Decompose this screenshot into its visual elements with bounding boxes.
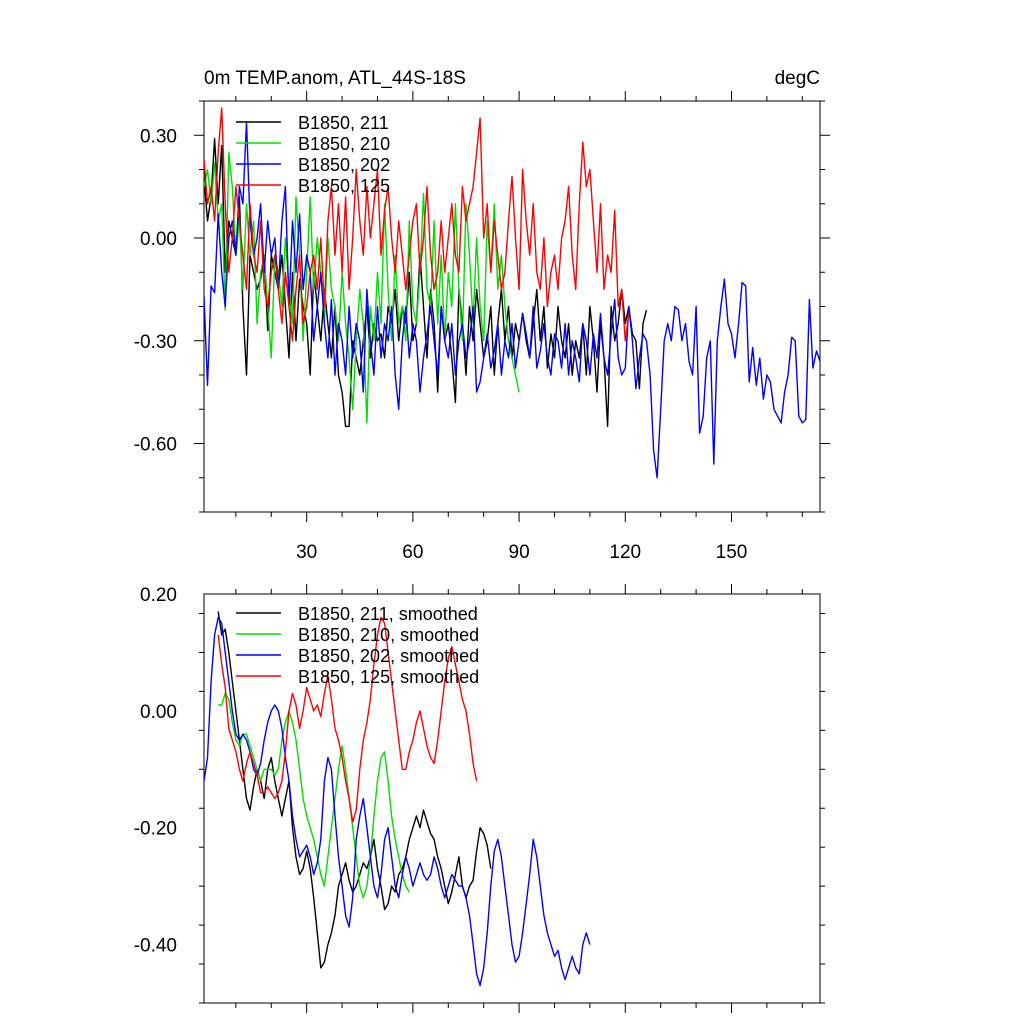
y-tick-label: -0.20 <box>134 819 177 840</box>
plot-frame <box>203 100 821 513</box>
y-tick-label: -0.30 <box>134 332 177 353</box>
legend-label: B1850, 210, smoothed <box>298 625 479 645</box>
legend-label: B1850, 210 <box>298 134 390 154</box>
series-line <box>217 616 478 823</box>
x-tick-label: 60 <box>402 542 423 563</box>
y-tick-label: -0.60 <box>134 435 177 456</box>
series-line <box>218 692 410 899</box>
series-line <box>217 611 492 969</box>
y-tick-label: 0.20 <box>140 585 177 606</box>
x-tick-label: 120 <box>609 542 641 563</box>
x-tick-label: 30 <box>296 542 317 563</box>
y-tick-label: 0.30 <box>140 126 177 147</box>
legend-label: B1850, 125, smoothed <box>298 667 479 687</box>
series-lines <box>204 611 591 987</box>
series-line <box>204 151 520 424</box>
legend-label: B1850, 211 <box>298 113 389 133</box>
series-lines <box>204 107 820 479</box>
top-panel-title: 0m TEMP.anom, ATL_44S-18S <box>204 68 466 89</box>
legend-label: B1850, 211, smoothed <box>298 604 478 624</box>
legend-label: B1850, 202, smoothed <box>298 646 479 666</box>
series-line <box>204 616 591 987</box>
x-tick-label: 90 <box>509 542 530 563</box>
y-tick-label: -0.40 <box>134 936 177 957</box>
series-line <box>204 107 630 342</box>
top-panel-units: degC <box>775 68 820 89</box>
y-tick-label: 0.00 <box>140 702 177 723</box>
legend-label: B1850, 125 <box>298 176 390 196</box>
legend-label: B1850, 202 <box>298 155 390 175</box>
plot-frame <box>203 593 821 1004</box>
y-tick-label: 0.00 <box>140 229 177 250</box>
x-tick-label: 150 <box>716 542 748 563</box>
series-line <box>204 120 820 479</box>
top-panel: 30 60 90 120 150 0.30 0.00 -0.30 -0.60 B1850, 211… <box>134 91 830 563</box>
